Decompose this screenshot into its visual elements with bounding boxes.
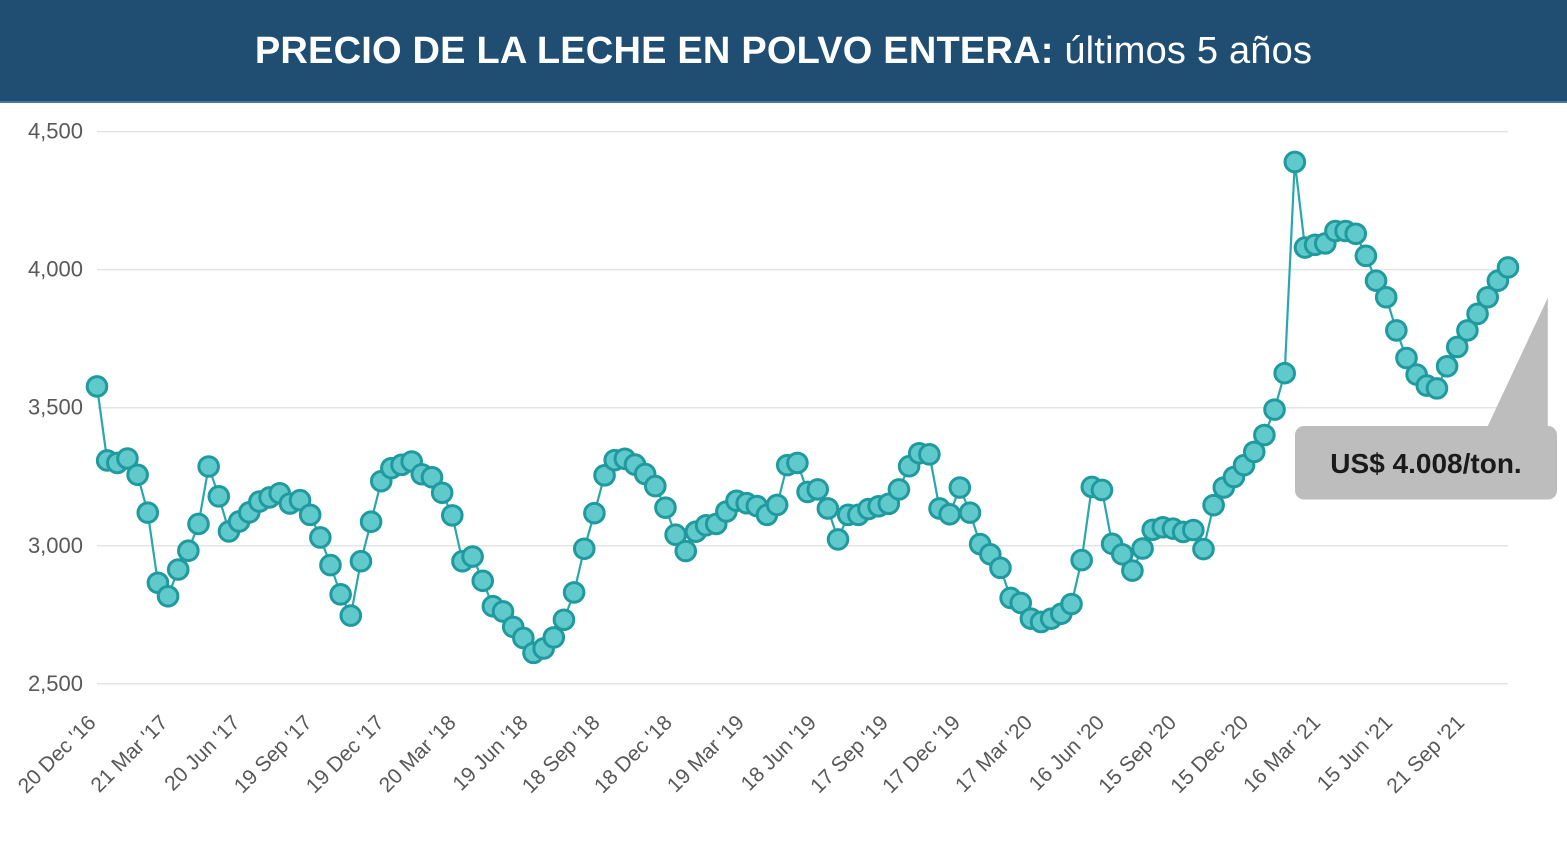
svg-text:19 Mar '19: 19 Mar '19 [663, 711, 749, 797]
svg-text:17 Mar '20: 17 Mar '20 [951, 711, 1037, 797]
svg-text:18 Dec '18: 18 Dec '18 [590, 711, 677, 798]
svg-text:18 Sep '18: 18 Sep '18 [518, 711, 605, 798]
svg-text:17 Dec '19: 17 Dec '19 [878, 711, 965, 798]
svg-text:21 Mar '17: 21 Mar '17 [87, 711, 173, 797]
svg-text:15 Dec '20: 15 Dec '20 [1166, 711, 1253, 798]
svg-text:3,500: 3,500 [28, 395, 83, 420]
svg-text:17 Sep '19: 17 Sep '19 [806, 711, 893, 798]
svg-text:19 Sep '17: 19 Sep '17 [230, 711, 317, 798]
svg-text:US$ 4.008/ton.: US$ 4.008/ton. [1330, 448, 1521, 479]
svg-text:3,000: 3,000 [28, 533, 83, 558]
svg-text:15 Sep '20: 15 Sep '20 [1094, 711, 1181, 798]
svg-text:4,500: 4,500 [28, 119, 83, 144]
svg-text:19 Dec '17: 19 Dec '17 [302, 711, 389, 798]
svg-text:21 Sep '21: 21 Sep '21 [1382, 711, 1469, 798]
svg-text:16 Mar '21: 16 Mar '21 [1239, 711, 1325, 797]
svg-text:20 Dec '16: 20 Dec '16 [14, 711, 101, 798]
svg-text:4,000: 4,000 [28, 257, 83, 282]
svg-text:20 Mar '18: 20 Mar '18 [375, 711, 461, 797]
svg-text:2,500: 2,500 [28, 671, 83, 696]
